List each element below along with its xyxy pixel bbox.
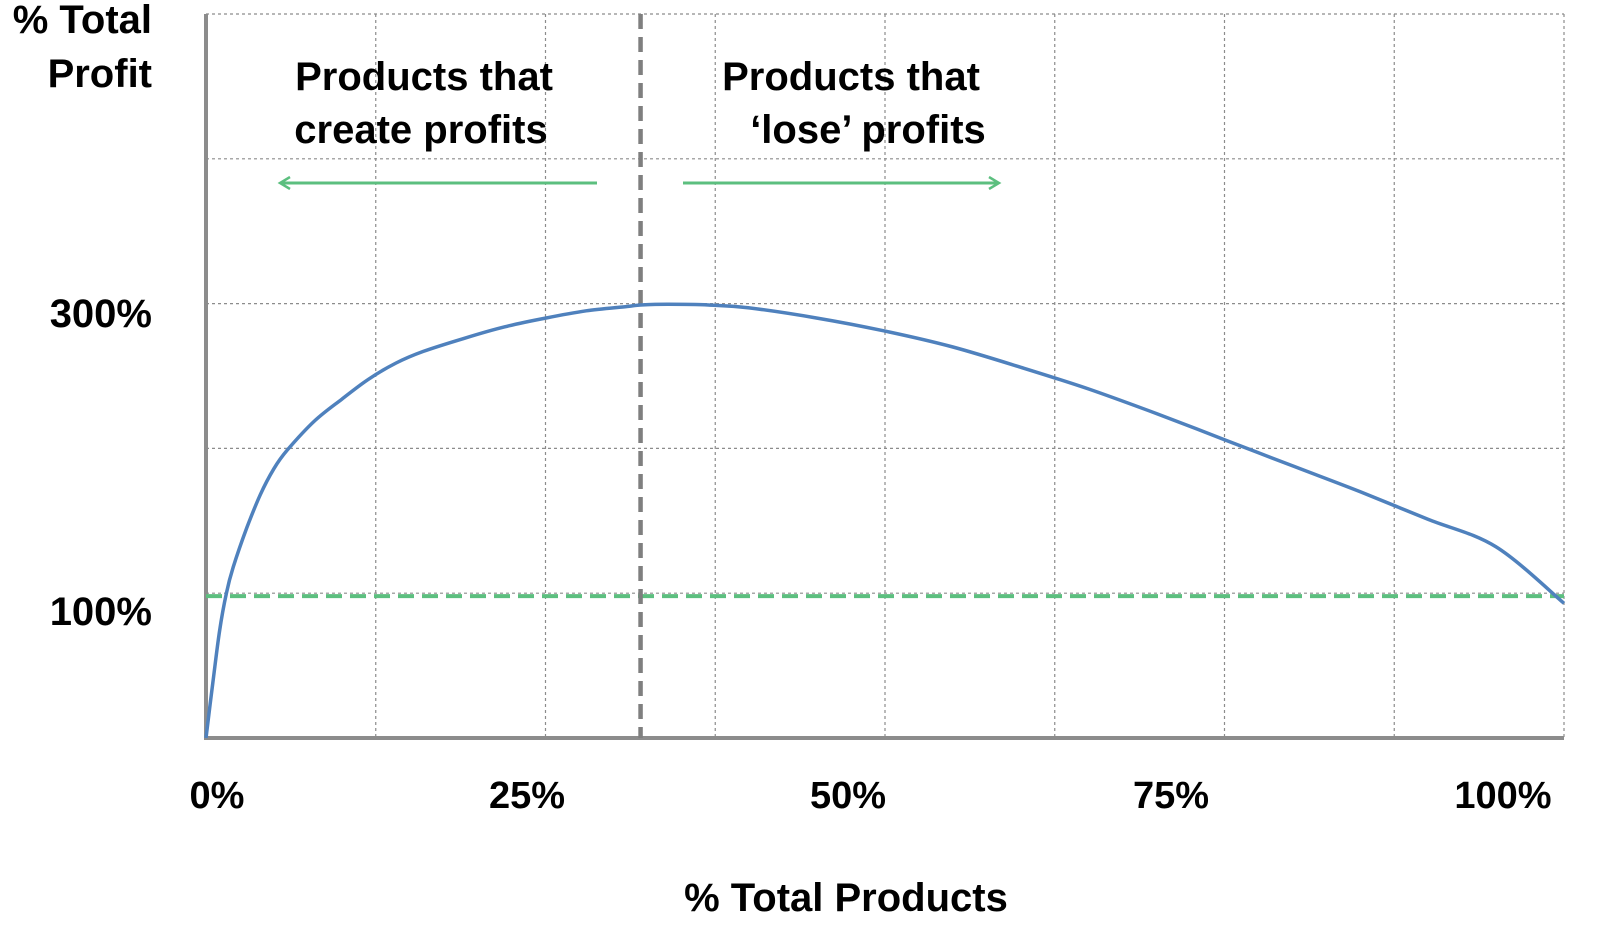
annotation-lose-profits-line2: ‘lose’ profits xyxy=(750,108,986,152)
tick-labels: 0% 25% 50% 75% 100% 300% 100% xyxy=(50,292,1552,817)
annotation-create-profits-line2: create profits xyxy=(294,108,547,152)
axis-labels: % Total Profit % Total Products xyxy=(13,0,1008,920)
y-axis-title-line1: % Total xyxy=(13,0,152,42)
x-tick-label: 100% xyxy=(1454,775,1551,817)
annotations: Products that create profits Products th… xyxy=(280,55,999,183)
x-tick-label: 25% xyxy=(489,775,565,817)
reference-lines xyxy=(206,14,1564,738)
x-tick-label: 50% xyxy=(810,775,886,817)
y-axis-title-line2: Profit xyxy=(48,52,152,96)
y-tick-label: 100% xyxy=(50,590,152,634)
axes xyxy=(204,14,1564,740)
grid-lines xyxy=(206,13,1565,738)
y-tick-label: 300% xyxy=(50,292,152,336)
series-layer xyxy=(204,302,1566,739)
x-tick-label: 0% xyxy=(190,775,245,817)
x-tick-label: 75% xyxy=(1133,775,1209,817)
annotation-lose-profits-line1: Products that xyxy=(722,55,980,99)
series-line-profit-curve xyxy=(204,302,1566,739)
x-axis-title: % Total Products xyxy=(684,876,1008,920)
annotation-create-profits-line1: Products that xyxy=(295,55,553,99)
